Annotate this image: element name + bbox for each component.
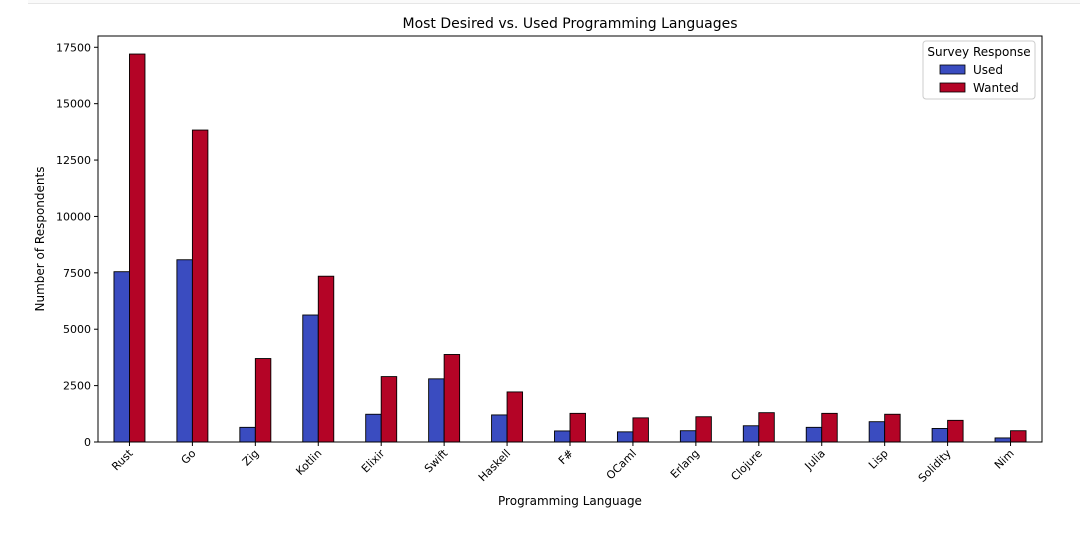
bar-used-elixir [365,413,382,443]
x-tick-label: Lisp [866,447,891,472]
bar-used-zig [239,426,256,443]
x-tick-label: Rust [109,446,136,473]
x-tick-label: Haskell [476,447,513,484]
y-tick-label: 17500 [56,41,91,54]
bar-wanted-zig [254,358,272,443]
bar-wanted-nim [1010,430,1027,443]
y-tick-label: 15000 [56,98,91,111]
x-tick-label: Julia [802,447,828,473]
bar-wanted-erlang [695,416,712,443]
y-tick-label: 12500 [56,154,91,167]
legend-title: Survey Response [927,45,1030,59]
y-tick-label: 7500 [63,267,91,280]
bar-wanted-clojure [758,412,775,443]
bars-group [113,53,1027,443]
bar-wanted-go [191,129,209,443]
chart-title: Most Desired vs. Used Programming Langua… [402,16,737,32]
legend-swatch-used [939,64,966,75]
y-tick-label: 5000 [63,323,91,336]
legend: Survey Response Used Wanted [922,40,1036,100]
x-tick-label: Swift [422,446,451,475]
legend-label-used: Used [973,63,1003,77]
bar-used-rust [113,271,130,443]
bar-used-erlang [679,430,697,443]
x-tick-label: Nim [992,447,1017,472]
bar-wanted-elixir [380,376,398,443]
bar-used-clojure [742,425,760,443]
y-tick-label: 10000 [56,210,91,223]
x-tick-label: Zig [240,447,262,469]
plot-frame [97,35,1043,443]
x-axis: Rust Go Zig Kotlin Elixir Swift Haskell F# OCaml… [109,442,1017,485]
bar-wanted-solidity [947,419,964,443]
bar-used-kotlin [302,314,319,443]
cell-top-border [28,0,1080,4]
x-tick-label: Kotlin [293,447,324,478]
bar-wanted-haskell [506,391,524,443]
y-tick-label: 2500 [63,380,91,393]
x-tick-label: Clojure [728,447,765,484]
bar-wanted-f [569,412,586,443]
bar-used-nim [994,437,1011,443]
bar-wanted-rust [129,53,146,443]
bar-used-ocaml [616,431,634,443]
y-axis: 0 2500 5000 7500 10000 12500 15000 17500 [56,41,98,449]
bar-used-julia [805,426,823,443]
bar-used-go [176,259,193,443]
bar-used-f [554,430,571,443]
y-tick-label: 0 [84,436,91,449]
bar-used-swift [428,378,445,443]
bar-wanted-julia [821,412,838,443]
bar-used-solidity [931,428,949,443]
y-axis-label: Number of Respondents [33,167,47,312]
bar-used-lisp [868,421,886,443]
bar-wanted-swift [443,354,461,443]
x-tick-label: Solidity [916,447,954,485]
legend-swatch-wanted [939,82,966,93]
bar-wanted-lisp [884,413,901,443]
x-tick-label: Elixir [359,447,388,476]
x-tick-label: Go [179,447,199,467]
bar-wanted-kotlin [317,275,335,443]
x-axis-label: Programming Language [498,494,642,508]
x-tick-label: Erlang [668,447,702,481]
x-tick-label: F# [556,447,576,467]
bar-used-haskell [491,414,508,443]
bar-wanted-ocaml [632,417,649,443]
legend-label-wanted: Wanted [973,81,1019,95]
x-tick-label: OCaml [604,447,639,482]
